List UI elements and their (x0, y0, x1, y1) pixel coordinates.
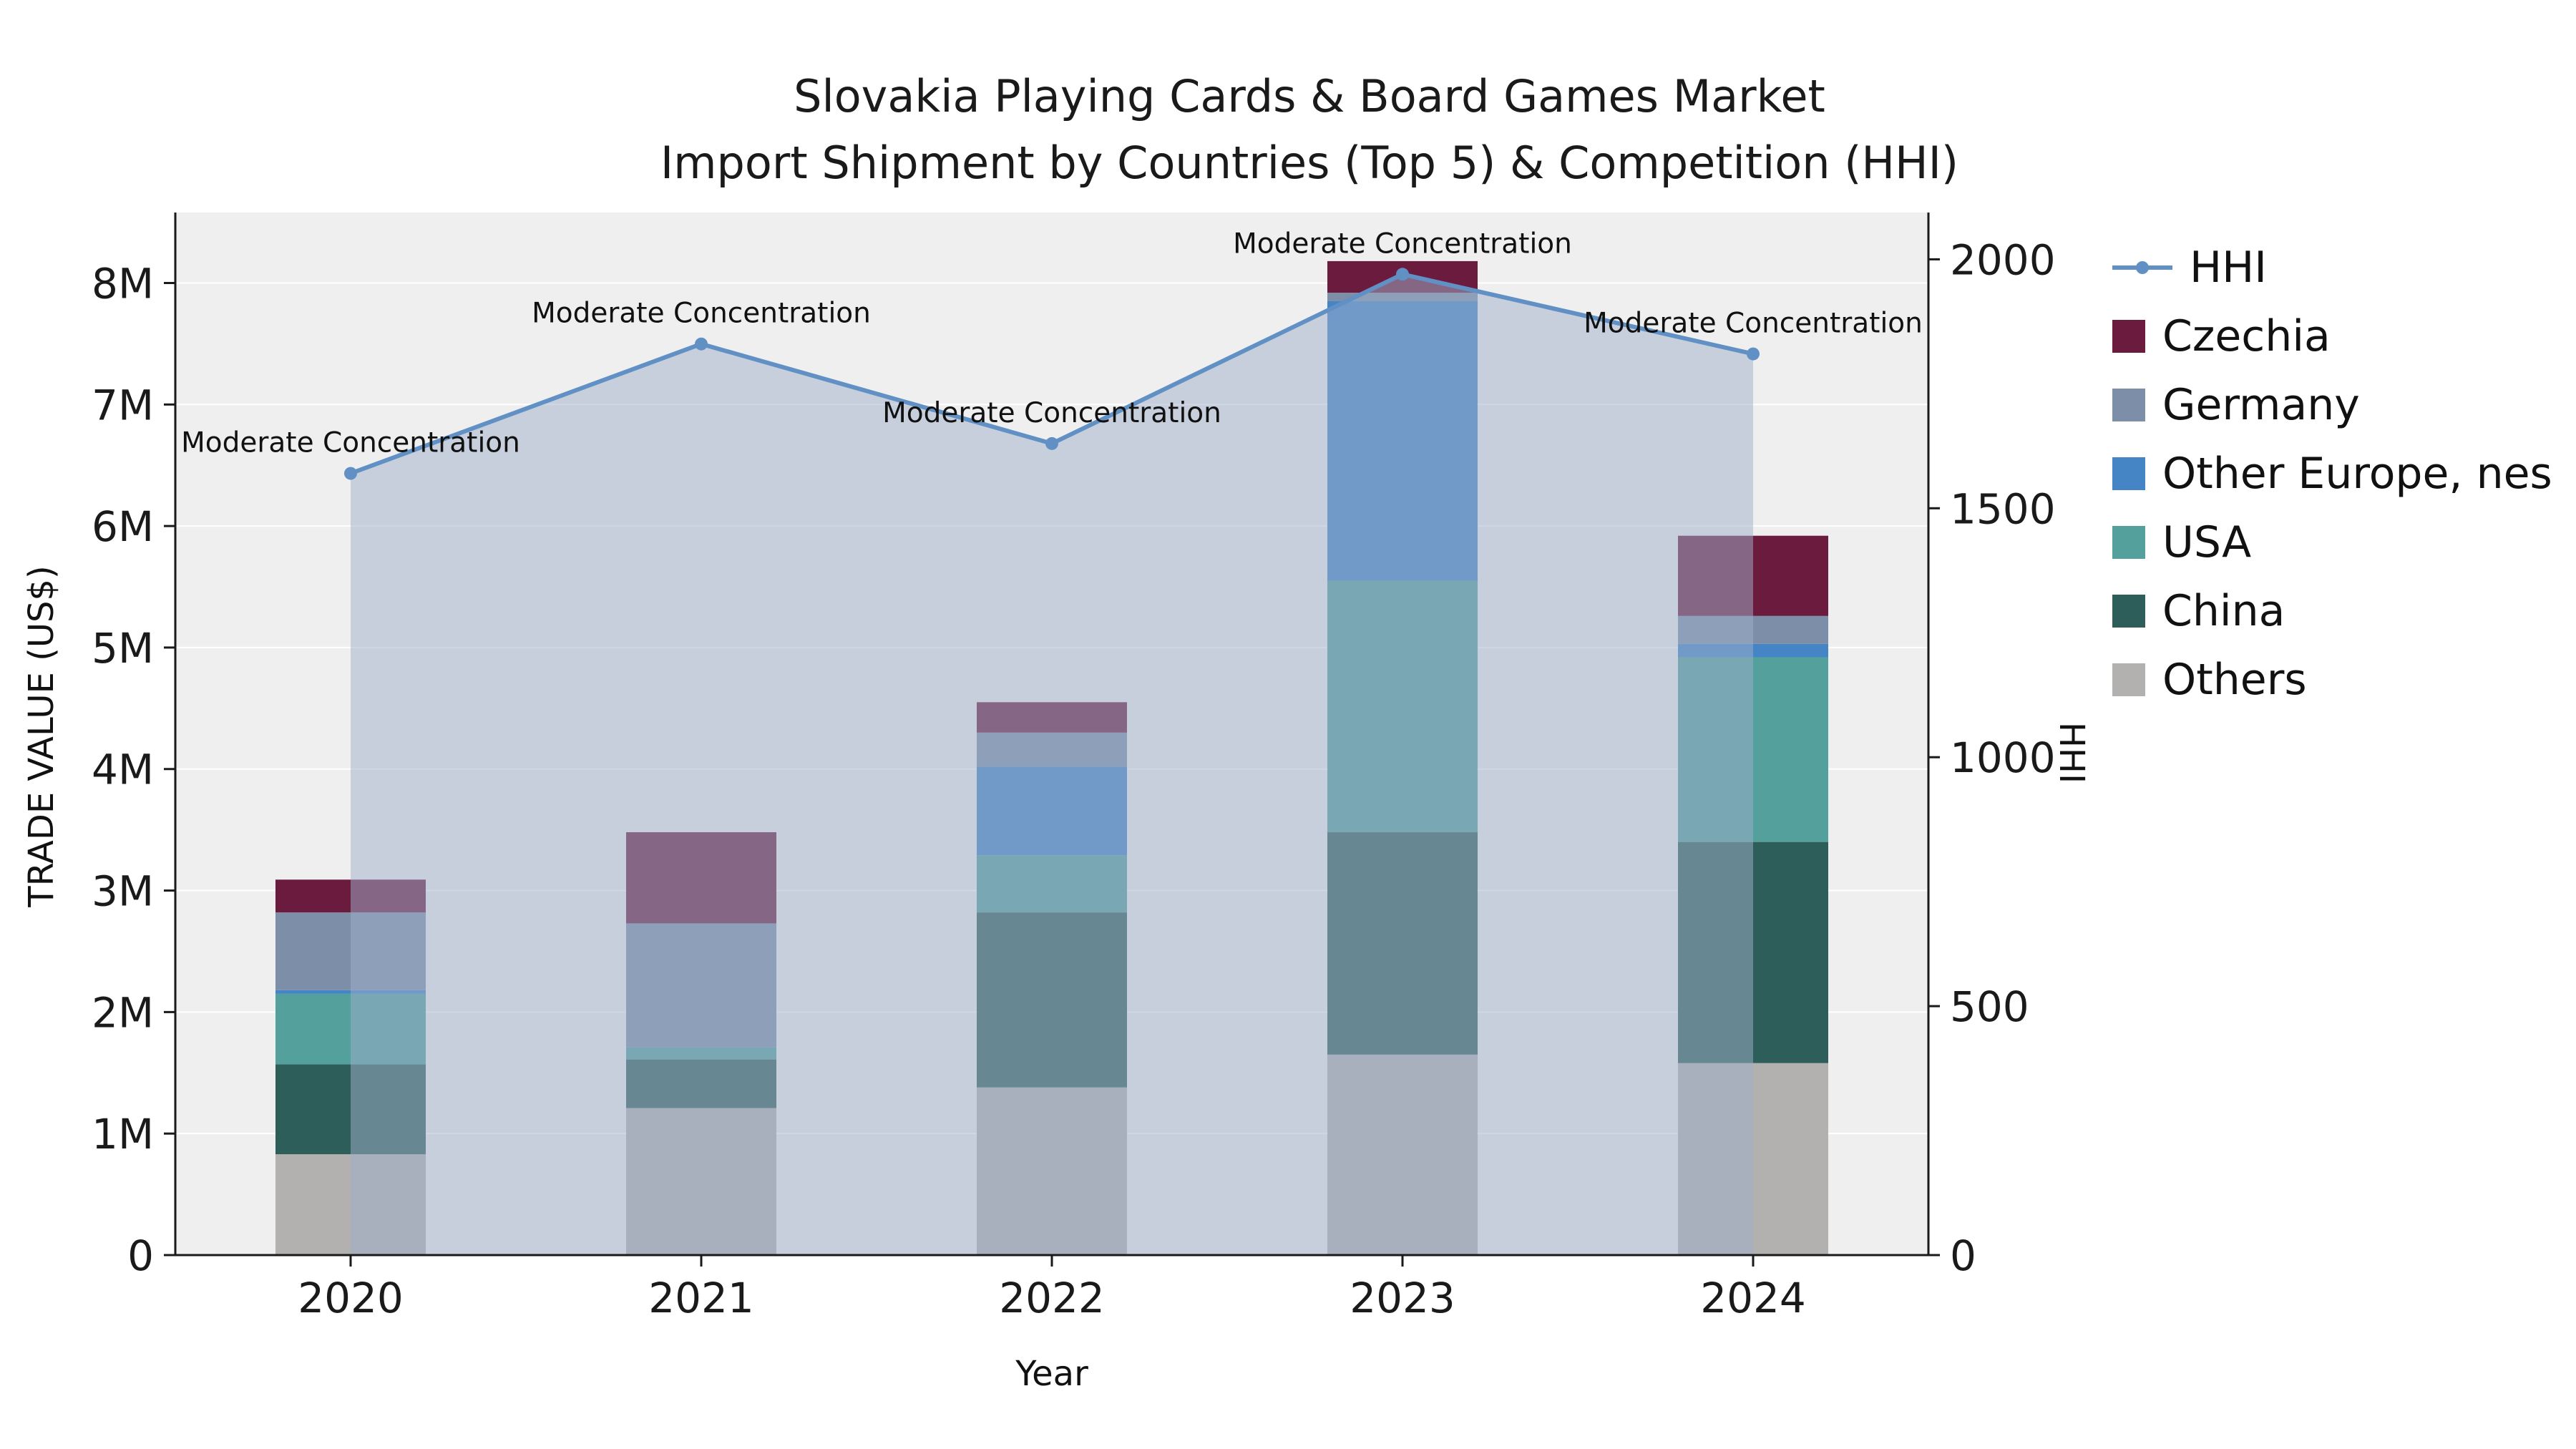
hhi-area-fill (351, 274, 1753, 1255)
legend: HHI Czechia Germany Other Europe, nes USA Chi… (2112, 233, 2552, 714)
chart-title-line1: Slovakia Playing Cards & Board Games Mar… (794, 70, 1825, 122)
chart-title: Slovakia Playing Cards & Board Games Mar… (660, 63, 1958, 196)
legend-item-others: Others (2112, 645, 2552, 714)
x-tick-label: 2020 (298, 1274, 404, 1322)
annotation-2024: Moderate Concentration (1584, 308, 1923, 340)
legend-label: Other Europe, nes (2162, 449, 2552, 499)
x-tick-label: 2021 (648, 1274, 754, 1322)
x-tick-label: 2022 (999, 1274, 1105, 1322)
y-left-tick-label: 2M (92, 988, 154, 1037)
legend-label: Others (2162, 655, 2307, 705)
x-axis-label: Year (1015, 1354, 1088, 1394)
hhi-marker-2024 (1747, 347, 1760, 361)
legend-label: USA (2162, 517, 2252, 567)
annotation-2023: Moderate Concentration (1233, 228, 1572, 260)
legend-item-germany: Germany (2112, 371, 2552, 439)
legend-label: Czechia (2162, 311, 2331, 361)
y-left-tick-label: 8M (92, 259, 154, 308)
legend-swatch-icon (2112, 663, 2145, 696)
axes-layer (164, 213, 1940, 1267)
legend-item-usa: USA (2112, 508, 2552, 577)
y-left-tick-label: 7M (92, 381, 154, 429)
legend-swatch-icon (2112, 595, 2145, 628)
annotation-2020: Moderate Concentration (181, 427, 520, 459)
y-right-tick-label: 2000 (1950, 235, 2056, 284)
legend-swatch-icon (2112, 526, 2145, 559)
hhi-marker-2021 (695, 337, 708, 351)
hhi-marker-2020 (344, 467, 357, 480)
y-left-tick-label: 4M (92, 746, 154, 794)
chart-title-line2: Import Shipment by Countries (Top 5) & C… (660, 137, 1959, 189)
y-left-tick-label: 6M (92, 502, 154, 551)
x-tick-label: 2024 (1700, 1274, 1806, 1322)
legend-swatch-icon (2112, 389, 2145, 421)
y-left-tick-label: 1M (92, 1110, 154, 1158)
y-axis-label-right: HHI (2051, 721, 2092, 784)
annotation-2021: Moderate Concentration (532, 298, 871, 330)
legend-swatch-icon (2112, 457, 2145, 490)
hhi-line-icon (2112, 261, 2172, 274)
y-left-tick-label: 0 (127, 1231, 154, 1280)
y-right-tick-label: 500 (1950, 982, 2029, 1031)
legend-label: HHI (2190, 243, 2267, 293)
y-right-tick-label: 1000 (1950, 733, 2056, 782)
legend-item-czechia: Czechia (2112, 302, 2552, 371)
legend-swatch-icon (2112, 320, 2145, 353)
x-tick-label: 2023 (1350, 1274, 1455, 1322)
y-axis-label-left: TRADE VALUE (US$) (21, 565, 62, 907)
y-right-tick-label: 0 (1950, 1231, 1976, 1280)
hhi-marker-2023 (1396, 268, 1409, 281)
legend-item-hhi: HHI (2112, 233, 2552, 302)
y-left-tick-label: 5M (92, 624, 154, 673)
legend-item-china: China (2112, 577, 2552, 645)
legend-label: China (2162, 586, 2285, 636)
hhi-marker-2022 (1045, 436, 1058, 450)
y-right-tick-label: 1500 (1950, 484, 2056, 533)
y-left-tick-label: 3M (92, 867, 154, 916)
legend-item-other-europe-nes: Other Europe, nes (2112, 439, 2552, 508)
annotation-2022: Moderate Concentration (882, 397, 1221, 429)
legend-label: Germany (2162, 380, 2360, 430)
tick-labels-layer: 0 1M 2M 3M 4M 5M 6M 7M 8M 0 500 1000 1500 2000 2020 202… (92, 235, 2056, 1322)
